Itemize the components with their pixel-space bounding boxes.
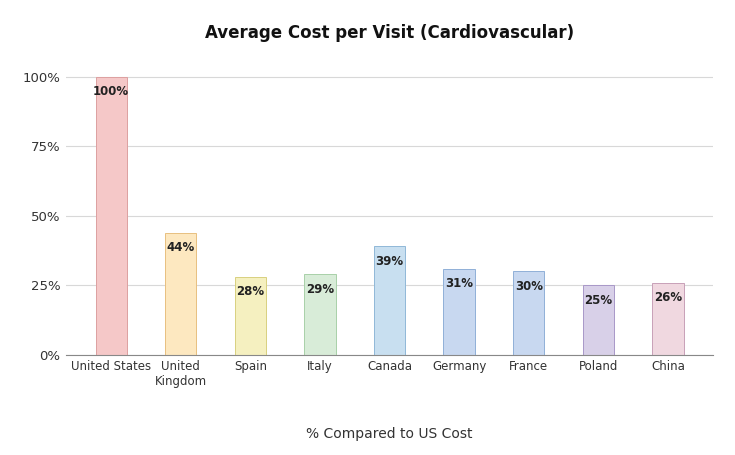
- Bar: [652, 283, 684, 355]
- Text: 30%: 30%: [514, 280, 542, 293]
- Text: 28%: 28%: [237, 285, 265, 298]
- Text: 44%: 44%: [167, 241, 195, 254]
- Text: 39%: 39%: [376, 255, 404, 268]
- Text: 26%: 26%: [654, 291, 682, 304]
- Bar: [374, 247, 405, 355]
- Text: 25%: 25%: [584, 294, 612, 307]
- Bar: [96, 77, 127, 355]
- Text: 100%: 100%: [93, 85, 129, 98]
- Bar: [583, 285, 614, 355]
- Bar: [304, 274, 336, 355]
- Bar: [234, 277, 266, 355]
- Text: 29%: 29%: [306, 283, 334, 296]
- Text: 31%: 31%: [445, 277, 473, 290]
- Bar: [443, 269, 475, 355]
- Bar: [513, 272, 545, 355]
- X-axis label: % Compared to US Cost: % Compared to US Cost: [306, 427, 473, 441]
- Title: Average Cost per Visit (Cardiovascular): Average Cost per Visit (Cardiovascular): [205, 24, 574, 42]
- Bar: [165, 233, 196, 355]
